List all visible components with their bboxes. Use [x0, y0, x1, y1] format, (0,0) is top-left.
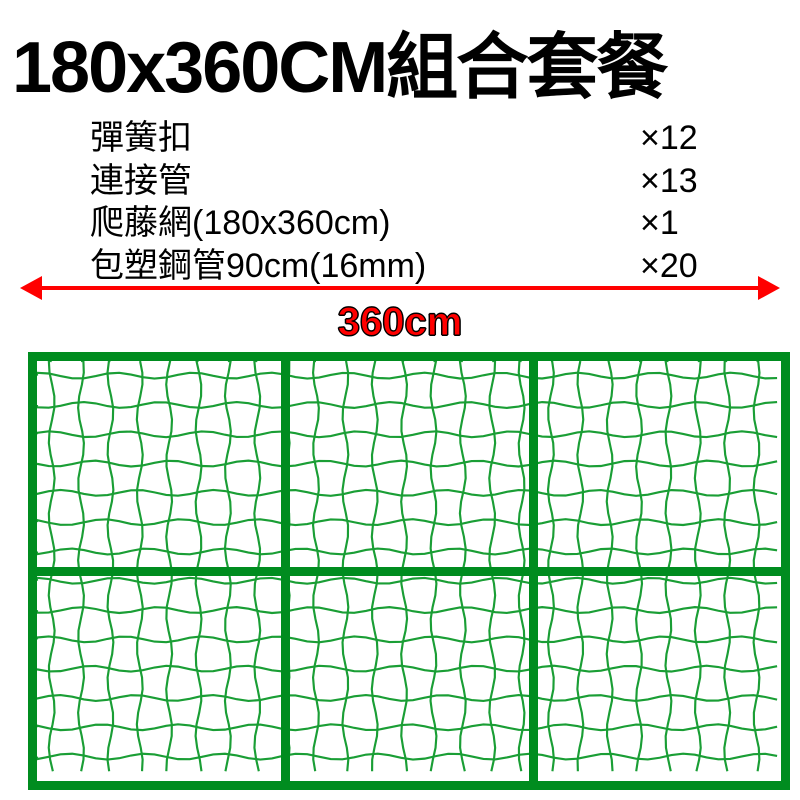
frame-bar-v	[281, 361, 290, 781]
spec-label: 連接管	[90, 160, 640, 203]
arrow-head-right-icon	[758, 276, 780, 300]
arrow-head-left-icon	[20, 276, 42, 300]
spec-qty: ×13	[640, 160, 760, 203]
arrow-line	[40, 286, 760, 290]
spec-row: 連接管 ×13	[90, 160, 760, 203]
spec-label: 彈簧扣	[90, 117, 640, 160]
width-arrow	[20, 270, 780, 304]
spec-qty: ×12	[640, 117, 760, 160]
spec-list: 彈簧扣 ×12 連接管 ×13 爬藤網(180x360cm) ×1 包塑鋼管90…	[0, 113, 800, 287]
spec-label: 爬藤網(180x360cm)	[90, 202, 640, 245]
spec-qty: ×1	[640, 202, 760, 245]
spec-row: 爬藤網(180x360cm) ×1	[90, 202, 760, 245]
page-title: 180x360CM組合套餐	[0, 0, 800, 113]
diagram: 360cm 180cm	[10, 270, 790, 790]
frame-bar-h	[37, 567, 781, 576]
frame-bar-v	[529, 361, 538, 781]
spec-row: 彈簧扣 ×12	[90, 117, 760, 160]
net-frame	[28, 352, 790, 790]
width-label: 360cm	[10, 300, 790, 345]
